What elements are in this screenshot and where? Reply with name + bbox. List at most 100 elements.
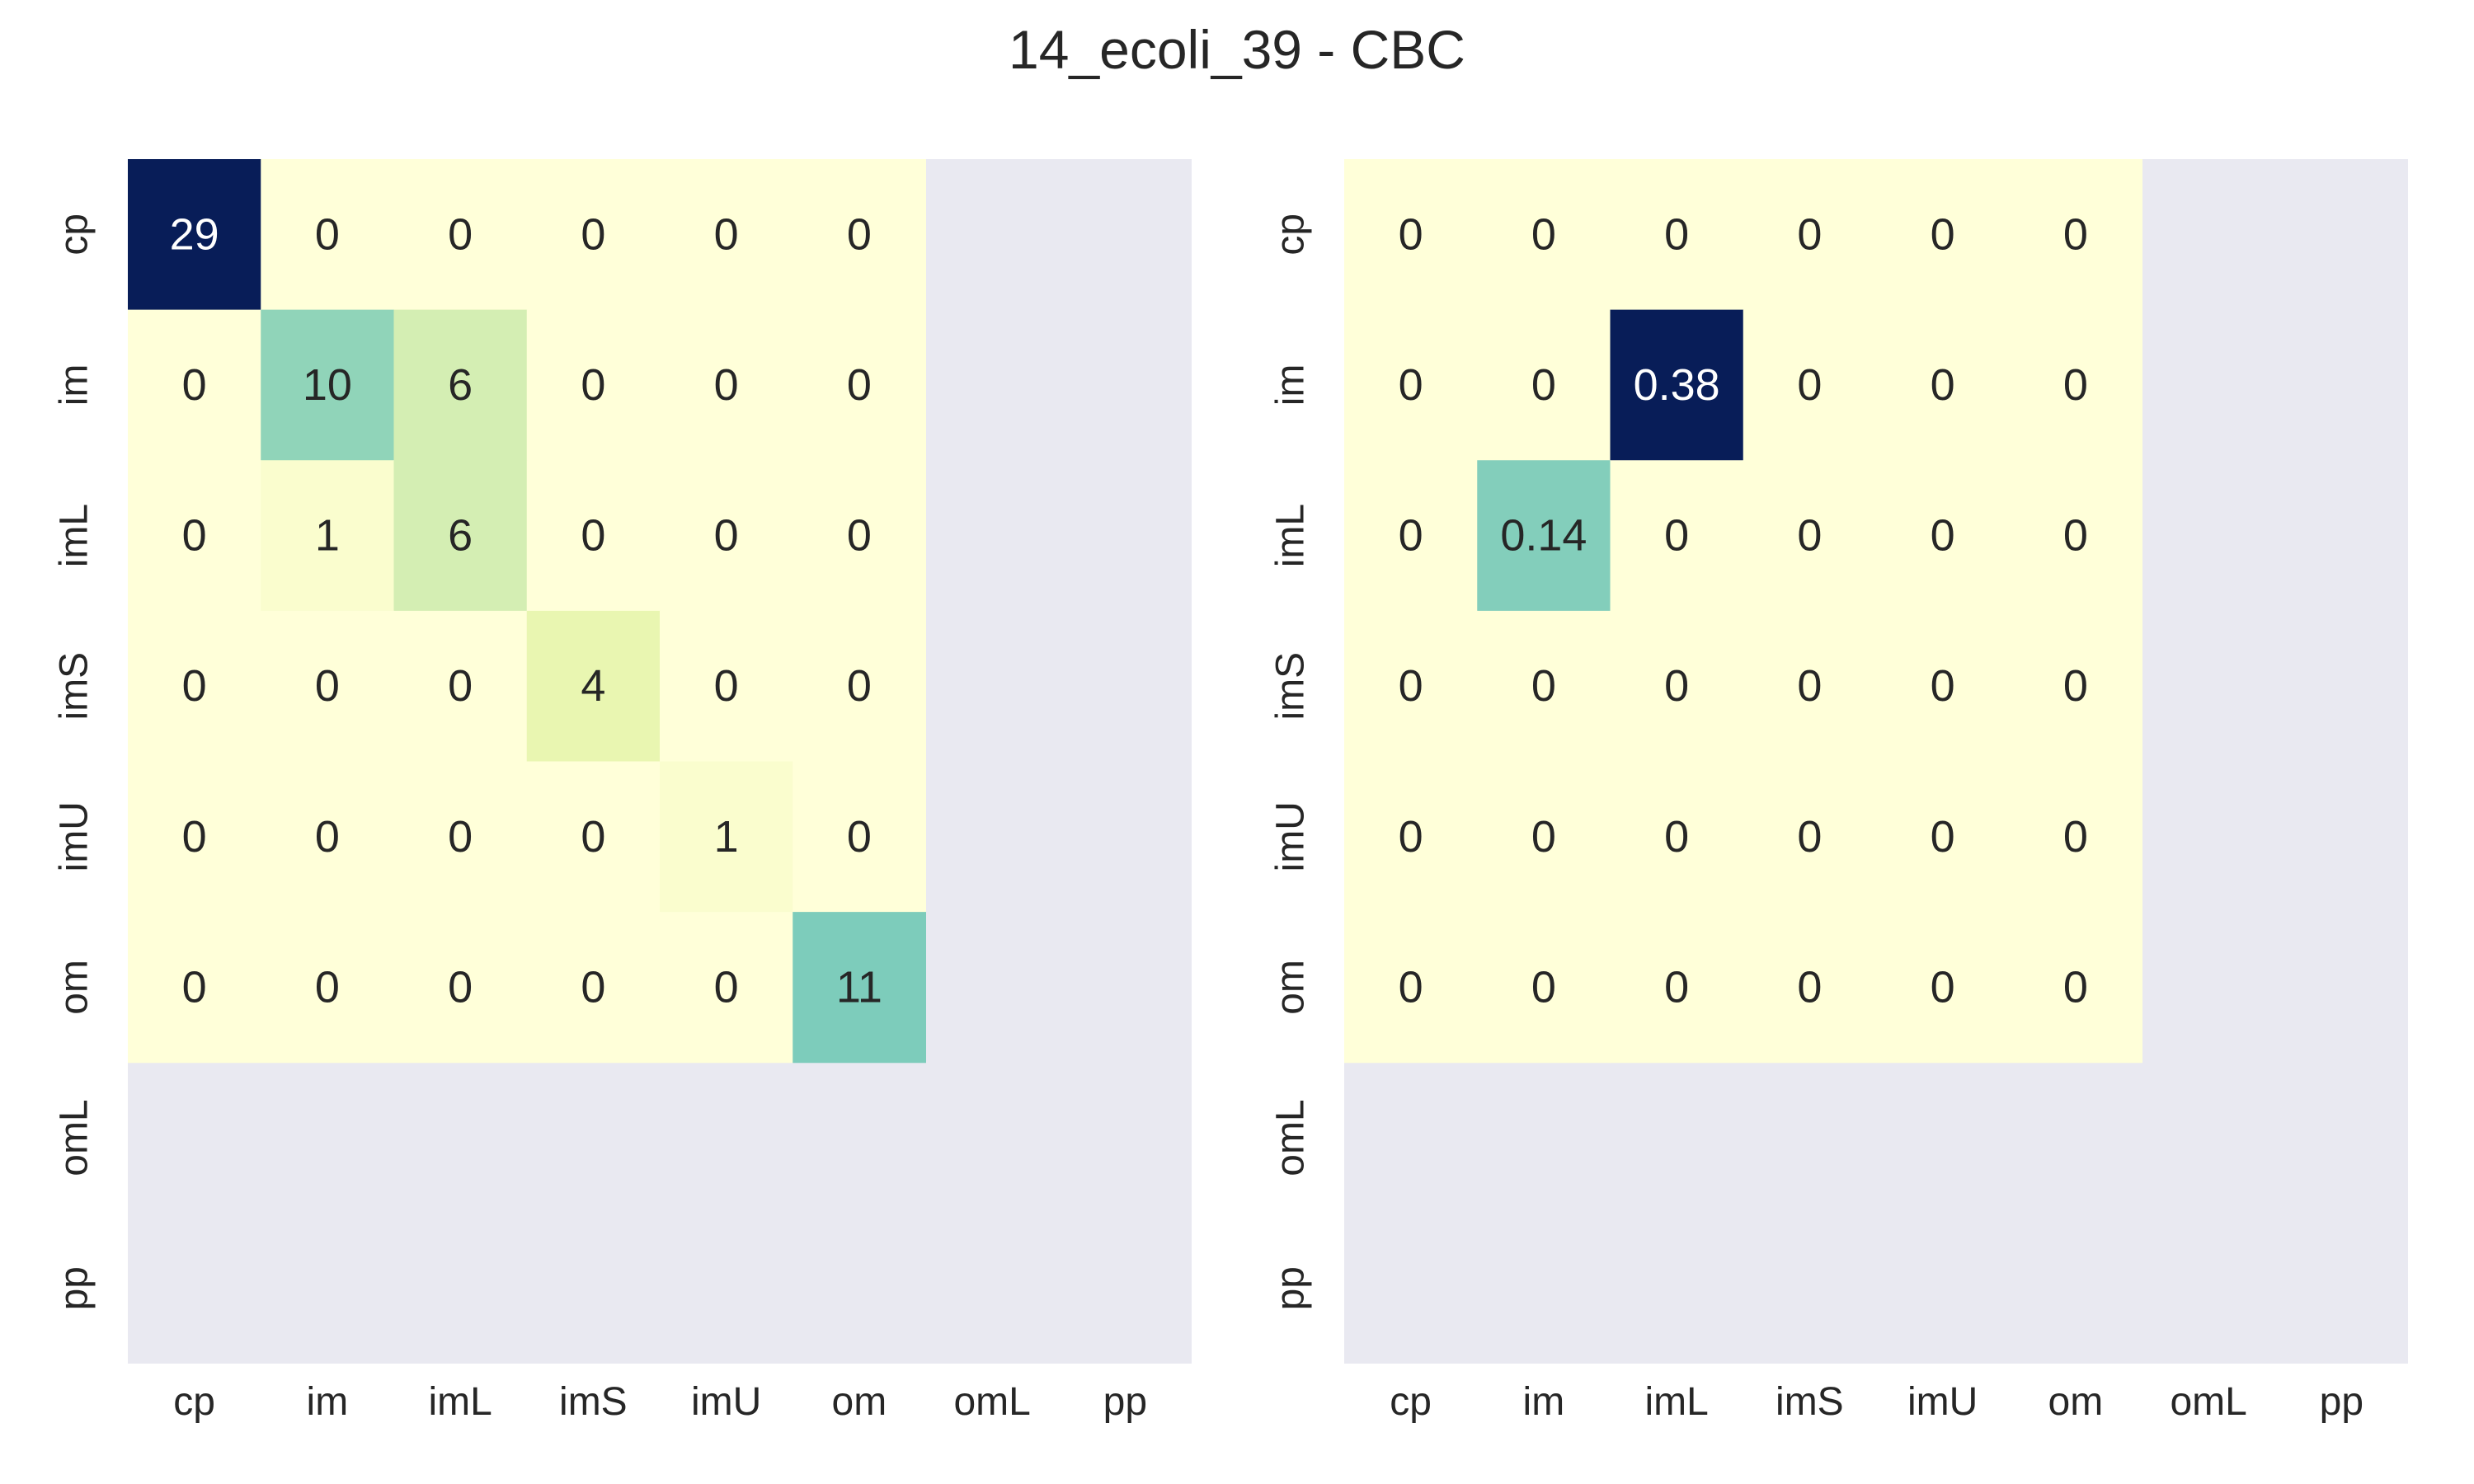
heatmap-cell — [660, 309, 793, 461]
heatmap-cell — [526, 309, 661, 461]
heatmap-cell — [1876, 159, 2010, 311]
heatmap-cell — [393, 159, 528, 311]
x-tick-label: om — [2048, 1380, 2104, 1424]
heatmap-cell — [1344, 912, 1478, 1064]
heatmap-cell — [793, 610, 926, 762]
cell-value-label: 0 — [1664, 209, 1689, 259]
y-tick-label: imL — [1269, 504, 1313, 567]
cell-value-label: 0 — [1399, 209, 1423, 259]
cell-value-label: 0 — [714, 209, 739, 259]
heatmap-cell — [128, 761, 261, 913]
cell-value-label: 0 — [1931, 812, 1955, 862]
cell-value-label: 0 — [714, 962, 739, 1012]
heatmap-cell — [2009, 159, 2142, 311]
cell-value-label: 0 — [581, 962, 605, 1012]
heatmap-cell — [1344, 159, 1478, 311]
heatmap-cell — [793, 159, 926, 311]
cell-value-label: 0 — [1399, 962, 1423, 1012]
cell-value-label: 11 — [836, 962, 882, 1012]
heatmap-cell — [1743, 309, 1877, 461]
heatmap-cell — [261, 610, 394, 762]
heatmap-cell — [2009, 761, 2142, 913]
x-tick-label: imL — [1644, 1380, 1708, 1424]
cell-value-label: 0 — [1399, 812, 1423, 862]
cell-value-label: 0 — [1797, 812, 1822, 862]
x-tick-label: im — [1523, 1380, 1565, 1424]
cell-value-label: 0.14 — [1500, 511, 1587, 561]
cell-value-label: 0 — [2063, 209, 2088, 259]
heatmap-cell — [1477, 912, 1611, 1064]
y-tick-label: pp — [53, 1266, 96, 1310]
cell-value-label: 0 — [714, 661, 739, 711]
x-tick-label: omL — [953, 1380, 1030, 1424]
cell-value-label: 6 — [448, 360, 473, 410]
heatmap-cell — [1743, 761, 1877, 913]
y-tick-label: pp — [1269, 1266, 1313, 1310]
cell-value-label: 0 — [448, 661, 473, 711]
x-tick-label: imS — [559, 1380, 628, 1424]
heatmap-cell — [1477, 309, 1611, 461]
heatmap-cell — [261, 912, 394, 1064]
heatmap-cell — [2009, 912, 2142, 1064]
cell-value-label: 0 — [714, 360, 739, 410]
cell-value-label: 0 — [581, 812, 605, 862]
cell-value-label: 0.38 — [1634, 360, 1720, 410]
heatmap-cell — [128, 159, 261, 311]
y-tick-label: omL — [53, 1099, 96, 1176]
heatmap-cell — [793, 761, 926, 913]
cell-value-label: 6 — [448, 511, 473, 561]
cell-value-label: 0 — [1399, 360, 1423, 410]
heatmap-cell — [1344, 460, 1478, 612]
heatmap-cell — [261, 460, 394, 612]
heatmap-cell — [660, 460, 793, 612]
heatmap-cell — [1477, 610, 1611, 762]
cell-value-label: 0 — [1797, 360, 1822, 410]
y-tick-label: im — [1269, 364, 1313, 406]
cell-value-label: 0 — [581, 360, 605, 410]
cell-value-label: 0 — [1931, 511, 1955, 561]
cell-value-label: 0 — [315, 661, 340, 711]
cell-value-label: 0 — [1931, 962, 1955, 1012]
x-tick-label: cp — [1390, 1380, 1432, 1424]
cell-value-label: 29 — [170, 209, 219, 259]
heatmap-cell — [2009, 309, 2142, 461]
heatmap-cell — [526, 159, 661, 311]
heatmap-cell — [261, 159, 394, 311]
y-tick-label: imS — [1269, 652, 1313, 721]
heatmap-cell — [128, 460, 261, 612]
y-tick-label: imU — [53, 801, 96, 871]
cell-value-label: 0 — [847, 511, 872, 561]
cell-value-label: 0 — [182, 511, 207, 561]
x-tick-label: im — [307, 1380, 349, 1424]
cell-value-label: 0 — [448, 812, 473, 862]
x-tick-label: imU — [1907, 1380, 1978, 1424]
heatmap-cell — [526, 761, 661, 913]
heatmap-cell — [660, 761, 793, 913]
heatmap-cell — [393, 309, 528, 461]
heatmap-cell — [393, 761, 528, 913]
heatmap-cell — [128, 309, 261, 461]
y-tick-label: im — [53, 364, 96, 406]
x-tick-label: om — [832, 1380, 887, 1424]
y-tick-label: imU — [1269, 801, 1313, 871]
cell-value-label: 0 — [581, 511, 605, 561]
cell-value-label: 0 — [1664, 962, 1689, 1012]
heatmap-cell — [793, 912, 926, 1064]
heatmap-cell — [1610, 761, 1744, 913]
cell-value-label: 0 — [847, 812, 872, 862]
cell-value-label: 0 — [847, 360, 872, 410]
heatmap-cell — [1743, 159, 1877, 311]
heatmap-cell — [1743, 610, 1877, 762]
cell-value-label: 10 — [303, 360, 352, 410]
heatmap-cell — [2009, 610, 2142, 762]
heatmap-cell — [1477, 159, 1611, 311]
heatmap-cell — [793, 309, 926, 461]
cell-value-label: 0 — [2063, 962, 2088, 1012]
y-tick-label: om — [53, 960, 96, 1015]
heatmap-cell — [526, 460, 661, 612]
heatmap-cell — [1344, 309, 1478, 461]
heatmap-cell — [793, 460, 926, 612]
x-tick-label: imL — [428, 1380, 492, 1424]
heatmap-cell — [1743, 912, 1877, 1064]
